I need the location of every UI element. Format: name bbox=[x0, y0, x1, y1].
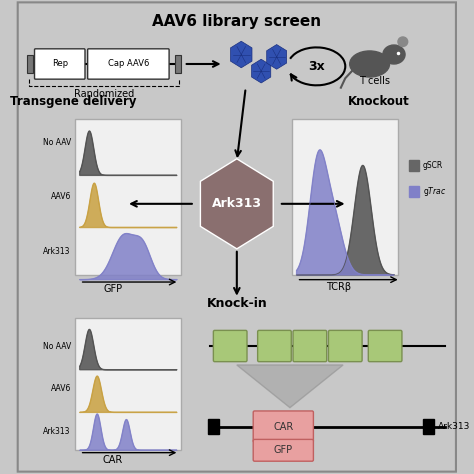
Text: GFP: GFP bbox=[103, 284, 122, 294]
FancyBboxPatch shape bbox=[213, 330, 247, 362]
Polygon shape bbox=[80, 131, 177, 175]
Text: Ark313: Ark313 bbox=[438, 422, 471, 431]
Bar bbox=[410, 186, 419, 197]
Text: CAR: CAR bbox=[103, 455, 123, 465]
Text: g$\it{Trac}$: g$\it{Trac}$ bbox=[423, 185, 446, 198]
Text: No AAV: No AAV bbox=[43, 342, 71, 350]
FancyBboxPatch shape bbox=[35, 49, 85, 79]
Text: Rep: Rep bbox=[52, 60, 68, 68]
Ellipse shape bbox=[398, 37, 408, 46]
Ellipse shape bbox=[350, 51, 390, 77]
FancyBboxPatch shape bbox=[75, 318, 182, 450]
FancyBboxPatch shape bbox=[258, 330, 291, 362]
FancyBboxPatch shape bbox=[368, 330, 402, 362]
Bar bbox=[208, 419, 219, 434]
Text: TCRβ: TCRβ bbox=[326, 282, 351, 292]
FancyBboxPatch shape bbox=[88, 49, 169, 79]
Text: AAV6 library screen: AAV6 library screen bbox=[152, 14, 321, 29]
Text: Transgene delivery: Transgene delivery bbox=[10, 95, 137, 109]
Text: Ark313: Ark313 bbox=[43, 427, 71, 436]
FancyBboxPatch shape bbox=[75, 118, 182, 275]
Polygon shape bbox=[297, 150, 394, 275]
Polygon shape bbox=[237, 365, 343, 408]
Text: CAR: CAR bbox=[273, 421, 293, 432]
Polygon shape bbox=[80, 234, 177, 280]
Text: Ark313: Ark313 bbox=[212, 197, 262, 210]
Bar bbox=[175, 55, 182, 73]
Bar bbox=[423, 419, 434, 434]
Text: AAV6: AAV6 bbox=[50, 384, 71, 393]
Text: Cap AAV6: Cap AAV6 bbox=[108, 60, 149, 68]
Bar bbox=[410, 160, 419, 171]
Text: AAV6: AAV6 bbox=[50, 192, 71, 201]
Text: Knock-in: Knock-in bbox=[207, 297, 267, 310]
Polygon shape bbox=[267, 45, 287, 69]
Polygon shape bbox=[201, 159, 273, 249]
Text: gSCR: gSCR bbox=[423, 161, 443, 170]
FancyBboxPatch shape bbox=[328, 330, 362, 362]
Text: 3x: 3x bbox=[308, 60, 325, 73]
Text: No AAV: No AAV bbox=[43, 138, 71, 146]
Polygon shape bbox=[80, 183, 177, 228]
Text: Knockout: Knockout bbox=[347, 95, 410, 109]
Polygon shape bbox=[252, 59, 271, 83]
Text: Randomized: Randomized bbox=[74, 89, 134, 99]
FancyBboxPatch shape bbox=[253, 411, 313, 442]
Polygon shape bbox=[297, 165, 394, 275]
Text: GFP: GFP bbox=[274, 445, 293, 456]
FancyBboxPatch shape bbox=[293, 330, 327, 362]
Polygon shape bbox=[80, 414, 177, 450]
FancyBboxPatch shape bbox=[18, 2, 456, 472]
Polygon shape bbox=[80, 376, 177, 412]
Polygon shape bbox=[80, 329, 177, 370]
Polygon shape bbox=[230, 41, 252, 68]
Ellipse shape bbox=[383, 45, 405, 64]
FancyBboxPatch shape bbox=[253, 439, 313, 461]
Text: Ark313: Ark313 bbox=[43, 247, 71, 255]
FancyBboxPatch shape bbox=[292, 118, 398, 275]
Bar bbox=[27, 55, 33, 73]
Text: T cells: T cells bbox=[358, 75, 390, 86]
